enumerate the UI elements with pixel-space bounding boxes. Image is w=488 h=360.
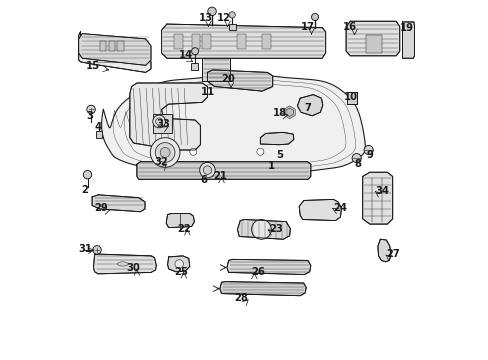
Circle shape [155,118,163,125]
Text: 3: 3 [86,112,93,121]
Text: 17: 17 [301,22,314,32]
Polygon shape [346,92,357,104]
Text: 23: 23 [269,224,283,234]
Circle shape [251,220,271,239]
Text: 26: 26 [251,267,265,277]
Circle shape [351,153,361,163]
Circle shape [203,166,211,174]
Polygon shape [93,254,156,274]
Text: 34: 34 [374,186,388,195]
Text: 11: 11 [200,87,214,97]
Text: 10: 10 [343,92,357,102]
Polygon shape [202,58,230,81]
Circle shape [256,148,264,155]
Text: 19: 19 [399,23,413,33]
Text: 6: 6 [200,175,207,185]
Circle shape [228,12,235,18]
Text: 31: 31 [78,244,92,254]
Polygon shape [346,21,399,56]
Text: 12: 12 [216,13,230,23]
Text: 15: 15 [85,62,100,71]
Circle shape [364,145,372,154]
Text: 2: 2 [81,185,88,195]
Text: 9: 9 [366,150,372,160]
Text: 28: 28 [234,293,247,303]
Bar [174,33,183,49]
Circle shape [155,143,175,162]
Circle shape [83,171,92,179]
Polygon shape [79,33,151,66]
Polygon shape [402,22,414,58]
Polygon shape [284,106,295,118]
Circle shape [207,7,216,15]
Bar [237,33,246,49]
Circle shape [152,115,165,128]
Bar [152,114,172,133]
Circle shape [93,246,101,254]
Bar [366,35,381,53]
Circle shape [150,138,180,167]
Polygon shape [226,259,310,275]
Polygon shape [92,195,145,212]
Text: 20: 20 [221,75,235,85]
Bar [108,41,115,50]
Text: 4: 4 [94,122,102,132]
Polygon shape [190,63,198,70]
Text: 13: 13 [198,13,212,23]
Polygon shape [102,74,365,173]
Circle shape [189,148,197,155]
Text: 14: 14 [179,50,193,60]
Polygon shape [297,95,322,116]
Text: 25: 25 [174,267,187,277]
Polygon shape [228,24,235,30]
Text: 27: 27 [385,249,399,259]
Circle shape [191,48,198,55]
Circle shape [87,105,95,114]
Text: 30: 30 [126,263,140,273]
Polygon shape [362,172,392,224]
Polygon shape [167,256,189,272]
Text: 7: 7 [304,103,311,113]
Polygon shape [219,282,305,296]
Bar [117,41,123,50]
Polygon shape [285,108,293,117]
Text: 1: 1 [267,161,274,171]
Circle shape [311,13,318,21]
Polygon shape [137,162,310,179]
Circle shape [199,162,215,178]
Text: 18: 18 [272,108,286,118]
Ellipse shape [117,262,128,266]
Polygon shape [207,70,272,91]
Polygon shape [299,199,341,221]
Polygon shape [79,32,151,72]
Polygon shape [377,239,390,262]
Polygon shape [130,83,207,150]
Polygon shape [260,132,293,145]
Text: 33: 33 [156,118,170,129]
Polygon shape [96,131,102,138]
Bar [262,33,270,49]
Text: 16: 16 [343,22,357,32]
Bar [100,41,106,50]
Text: 29: 29 [95,203,108,213]
Polygon shape [166,213,194,228]
Polygon shape [161,24,325,58]
Text: 32: 32 [154,157,168,167]
Bar [191,33,200,49]
Bar [202,33,210,49]
Text: 24: 24 [332,203,346,212]
Text: 22: 22 [177,224,191,234]
Circle shape [160,148,170,157]
Circle shape [175,260,183,268]
Text: 5: 5 [276,150,283,160]
Text: 21: 21 [212,171,226,181]
Polygon shape [237,220,290,239]
Text: 8: 8 [353,159,360,169]
